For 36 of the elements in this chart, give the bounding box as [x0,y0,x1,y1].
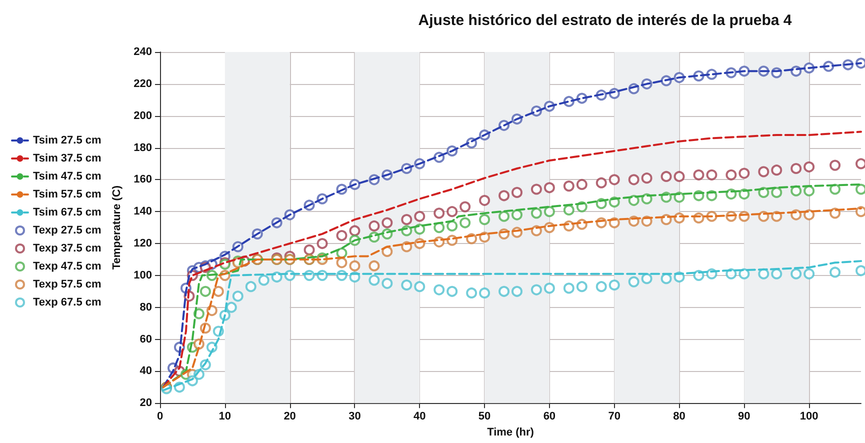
y-tick-label: 140 [134,206,152,218]
y-tick-label: 120 [134,238,152,250]
y-tick-label: 100 [134,269,152,282]
x-tick-label: 60 [543,410,556,423]
x-tick-label: 30 [348,410,361,423]
y-tick-label: 240 [134,46,152,58]
legend-label: Tsim 27.5 cm [33,134,102,146]
y-tick-label: 160 [134,174,152,186]
legend-label: Texp 37.5 cm [33,242,102,254]
legend-label: Tsim 67.5 cm [33,206,102,218]
chart-title: Ajuste histórico del estrato de interés de la prueba 4 [418,12,792,29]
x-tick-label: 40 [414,410,426,423]
y-tick-label: 220 [134,78,152,90]
x-axis-title: Time (hr) [487,426,534,438]
legend-label: Texp 47.5 cm [33,260,102,272]
x-tick-label: 80 [673,410,686,423]
legend-label: Tsim 57.5 cm [33,188,102,200]
y-tick-label: 20 [140,397,152,410]
x-tick-label: 90 [738,410,750,423]
y-tick-label: 80 [140,301,152,314]
x-tick-label: 10 [218,410,232,423]
y-tick-label: 40 [140,365,152,378]
x-tick-label: 100 [800,410,818,423]
y-tick-label: 60 [140,333,152,346]
x-tick-label: 0 [156,410,164,423]
legend-label: Tsim 37.5 cm [33,152,102,164]
legend-label: Texp 67.5 cm [33,296,102,308]
y-tick-label: 180 [134,142,152,154]
legend-label: Texp 57.5 cm [33,278,102,290]
y-axis-title: Temperature (C) [111,185,124,270]
x-tick-label: 50 [478,410,491,423]
y-tick-label: 200 [134,110,152,122]
legend-label: Texp 27.5 cm [33,224,102,236]
legend-label: Tsim 47.5 cm [33,170,102,182]
x-tick-label: 70 [608,410,620,423]
x-tick-label: 20 [284,410,296,423]
